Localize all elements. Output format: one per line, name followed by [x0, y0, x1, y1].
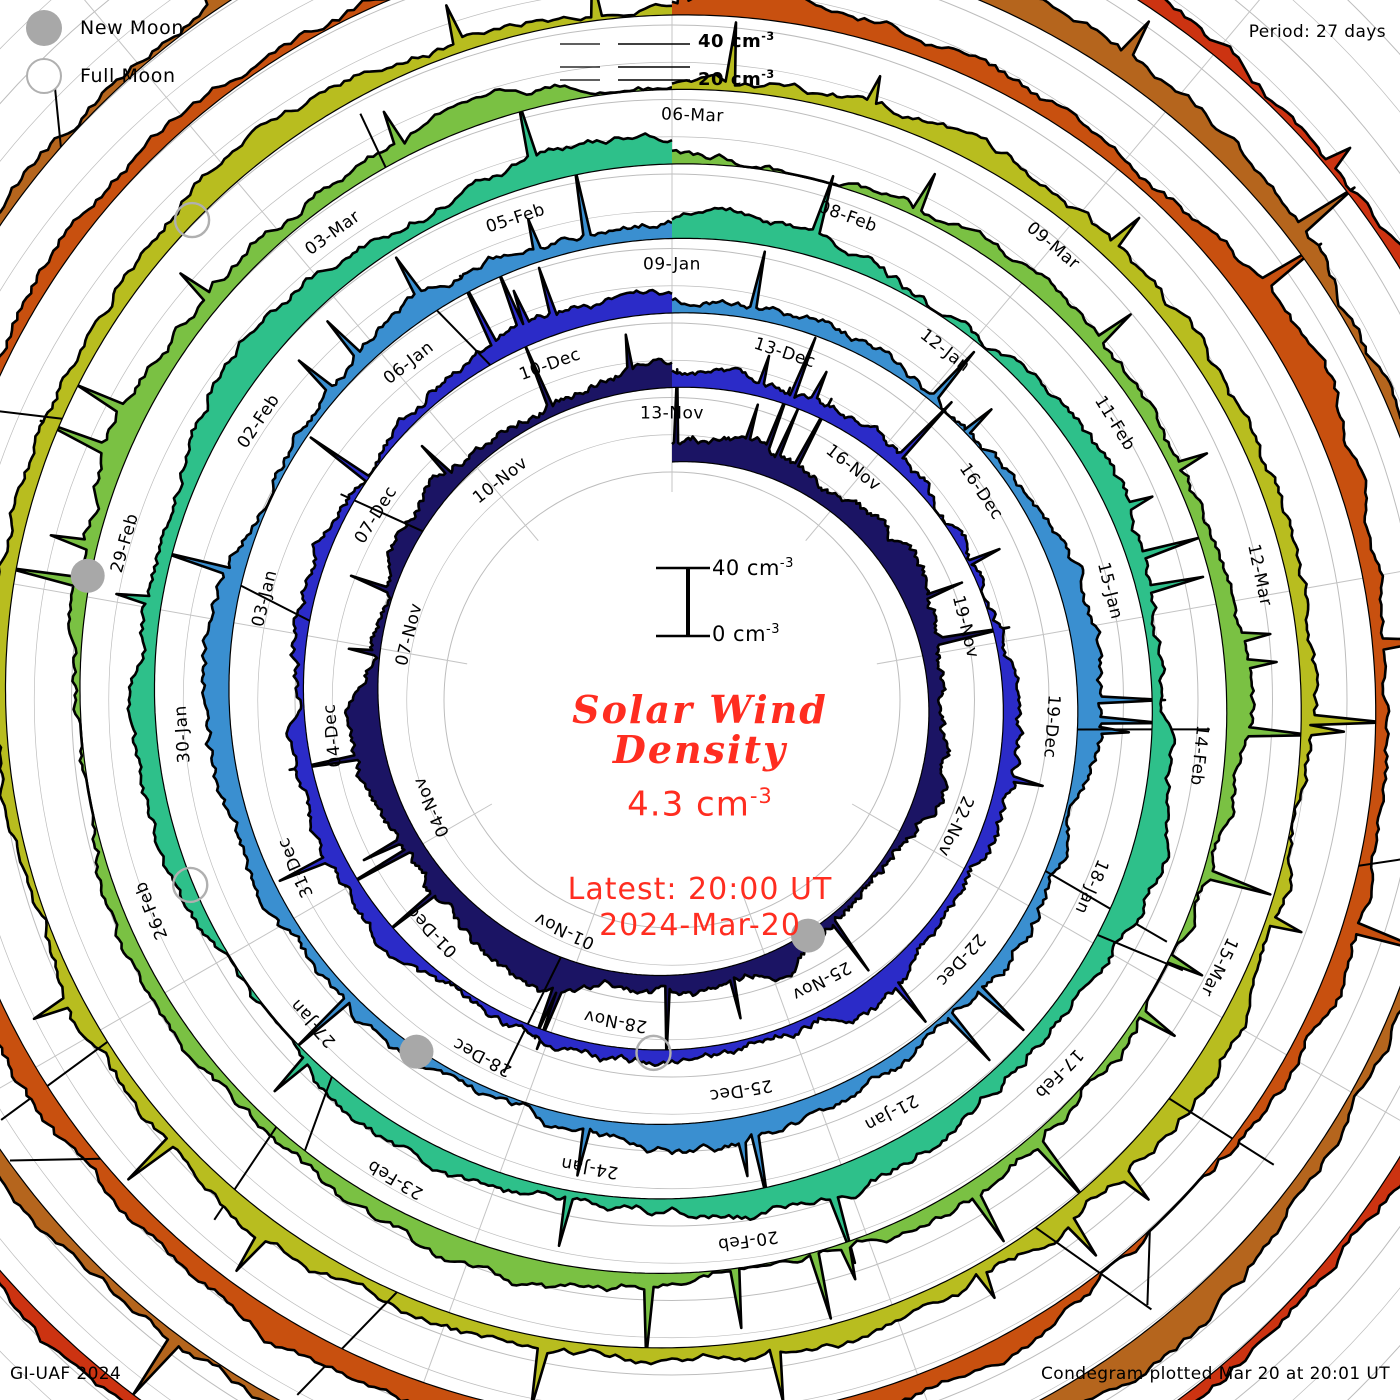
date-label: 28-Dec	[449, 1033, 515, 1081]
top-scale-20-exp: -3	[761, 68, 775, 81]
date-label: 20-Feb	[716, 1226, 779, 1254]
top-scale-label-40: 40 cm-3	[698, 30, 775, 52]
center-scale-top-exp: -3	[779, 556, 794, 571]
top-scale-label-20: 20 cm-3	[698, 68, 775, 90]
center-scale-top-text: 40 cm	[712, 556, 780, 580]
date-label: 14-Feb	[1186, 724, 1212, 787]
center-scale-bottom-exp: -3	[766, 622, 781, 637]
date-label: 13-Nov	[640, 404, 704, 424]
center-scale-top-label: 40 cm-3	[712, 556, 794, 580]
date-label: 04-Dec	[319, 703, 346, 768]
date-label: 24-Jan	[559, 1153, 620, 1183]
date-label: 25-Dec	[708, 1075, 774, 1106]
legend-label-new-moon: New Moon	[80, 17, 184, 39]
center-scale-bottom-text: 0 cm	[712, 622, 767, 646]
new-moon-icon	[26, 10, 62, 46]
date-label: 08-Feb	[816, 197, 880, 237]
legend-label-full-moon: Full Moon	[80, 65, 176, 87]
center-scale-bar	[656, 566, 710, 638]
date-label: 06-Mar	[661, 104, 725, 126]
date-label: 15-Jan	[1093, 560, 1126, 621]
date-label: 29-Feb	[107, 511, 143, 575]
date-label: 23-Feb	[364, 1155, 427, 1203]
legend-item-full-moon: Full Moon	[14, 52, 314, 100]
date-label: 19-Dec	[1039, 694, 1063, 759]
period-text: Period: 27 days	[1248, 22, 1386, 42]
top-scale-40-text: 40 cm	[698, 31, 762, 52]
date-label: 01-Nov	[531, 908, 597, 953]
full-moon-icon	[26, 58, 62, 94]
date-label: 03-Jan	[248, 568, 281, 629]
legend-item-new-moon: New Moon	[14, 4, 314, 52]
date-label: 07-Nov	[392, 601, 427, 668]
date-label: 13-Dec	[751, 334, 818, 373]
date-label: 28-Nov	[582, 1006, 648, 1037]
date-label: 04-Nov	[410, 774, 454, 841]
date-label: 18-Jan	[1070, 856, 1112, 917]
top-scale-20-text: 20 cm	[698, 69, 762, 90]
top-scale-40-exp: -3	[761, 30, 775, 43]
date-label: 15-Mar	[1196, 934, 1242, 999]
moon-legend: New Moon Full Moon	[14, 4, 314, 100]
date-label: 30-Jan	[171, 705, 195, 764]
date-label: 26-Feb	[131, 878, 172, 942]
plotted-timestamp: Condegram plotted Mar 20 at 20:01 UT	[1041, 1364, 1390, 1384]
date-label: 09-Jan	[643, 255, 701, 275]
credit-text: GI-UAF 2024	[10, 1364, 122, 1384]
date-label: 21-Jan	[861, 1090, 922, 1135]
center-scale-bottom-label: 0 cm-3	[712, 622, 780, 646]
top-scale-ticks	[560, 43, 690, 81]
moon-markers	[70, 201, 826, 1072]
